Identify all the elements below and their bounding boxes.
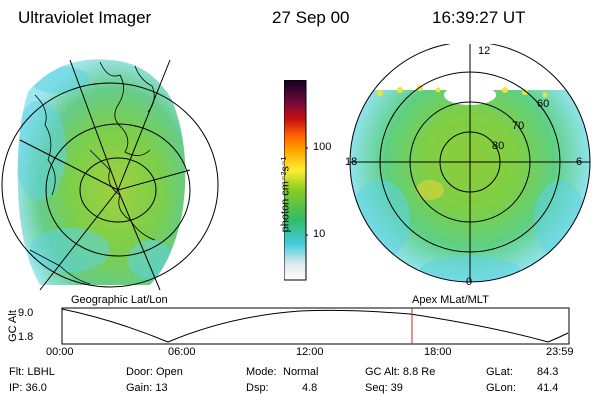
gain-readout: Gain: 13 [126,382,168,394]
gc-alt-readout: GC Alt: 8.8 Re [365,366,436,378]
glat-label: GLat: [486,366,513,378]
glon-label: GLon: [486,382,516,394]
header-date: 27 Sep 00 [272,8,350,27]
dsp-value: 4.8 [302,382,318,394]
mlat-label-60: 60 [537,98,550,110]
timeline-ytick-9: 9.0 [18,307,34,319]
geographic-label: Geographic Lat/Lon [71,294,168,306]
timeline-ytick-1.8: 1.8 [18,331,34,343]
mlat-label-80: 80 [492,140,505,152]
glon-value: 41.4 [537,382,559,394]
mlat-label-70: 70 [512,120,525,132]
mlt-label-0: 0 [466,276,473,288]
filter-readout: Flt: LBHL [9,366,55,378]
mlt-label-18: 18 [345,156,358,168]
colorbar [284,80,308,281]
colorbar-unit-label: photon cm⁻²s⁻¹ [279,156,292,233]
altitude-timeline [61,307,570,345]
apex-polar-plot [349,44,591,283]
timeline-xtick-2359: 23:59 [546,346,574,358]
mode-label: Mode: [246,366,277,378]
colorbar-tick-100: 100 [313,141,332,153]
timeline-xtick-0000: 00:00 [46,346,74,358]
glat-value: 84.3 [537,366,559,378]
seq-readout: Seq: 39 [365,382,403,394]
geographic-image [1,59,219,291]
ip-readout: IP: 36.0 [9,382,47,394]
coastlines [29,61,156,285]
mlt-label-12: 12 [478,45,491,57]
timeline-xtick-1800: 18:00 [424,346,452,358]
door-readout: Door: Open [126,366,183,378]
instrument-title: Ultraviolet Imager [18,8,152,27]
mode-value: Normal [283,366,319,378]
header-time: 16:39:27 UT [432,8,526,27]
apex-label: Apex MLat/MLT [412,294,489,306]
mlt-label-6: 6 [576,156,583,168]
timeline-xtick-0600: 06:00 [168,346,196,358]
colorbar-tick-10: 10 [313,228,326,240]
timeline-xtick-1200: 12:00 [296,346,324,358]
altitude-curve [61,308,569,343]
apex-grid [349,44,591,283]
geographic-grid [1,59,219,291]
dsp-label: Dsp: [246,382,269,394]
